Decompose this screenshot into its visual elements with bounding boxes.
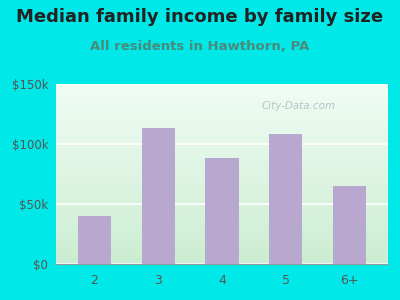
Bar	[333, 186, 366, 264]
Text: City-Data.com: City-Data.com	[261, 100, 336, 111]
Text: All residents in Hawthorn, PA: All residents in Hawthorn, PA	[90, 40, 310, 53]
Bar	[78, 216, 111, 264]
Bar	[206, 158, 238, 264]
Bar	[142, 128, 175, 264]
Bar	[269, 134, 302, 264]
Text: Median family income by family size: Median family income by family size	[16, 8, 384, 26]
